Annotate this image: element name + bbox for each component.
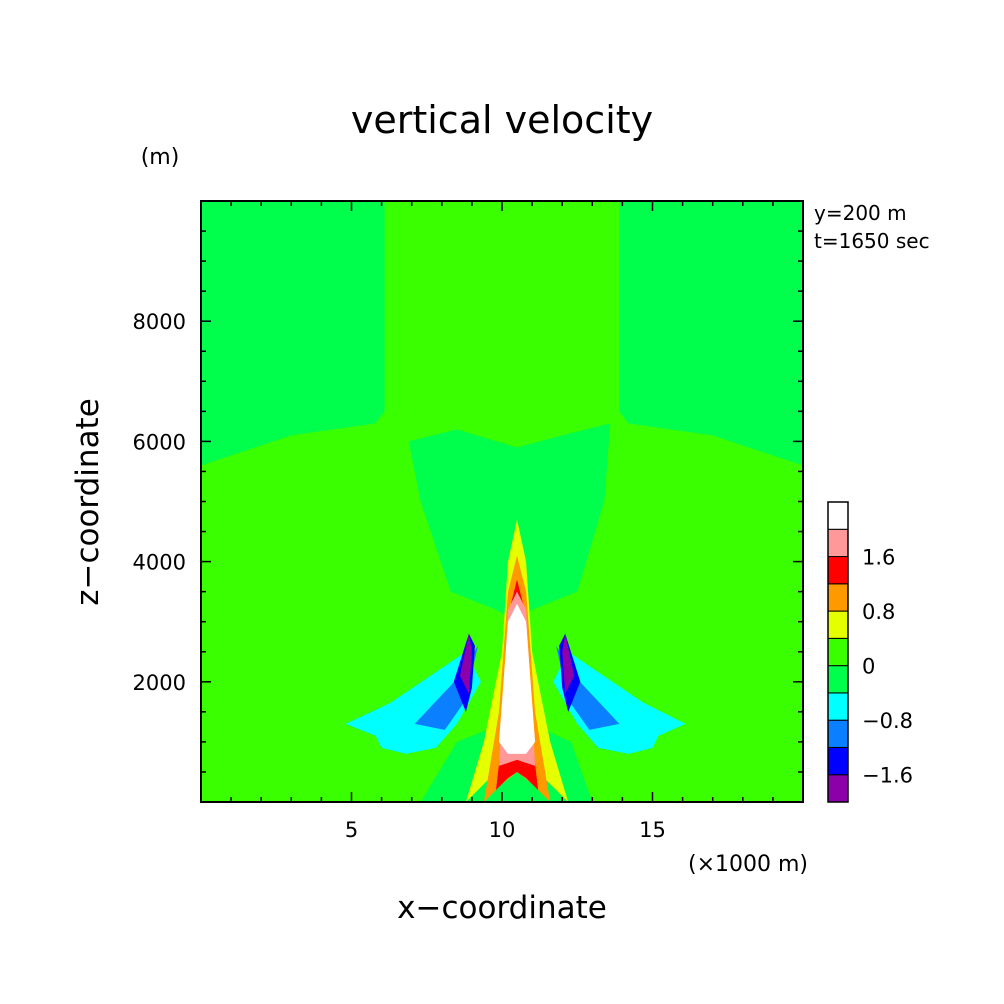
colorbar-swatch bbox=[827, 692, 849, 721]
info-line-t: t=1650 sec bbox=[814, 229, 930, 253]
colorbar-swatch bbox=[827, 501, 849, 530]
y-tick-label: 6000 bbox=[133, 430, 186, 454]
colorbar: 1.6 0.8 0 −0.8 −1.6 bbox=[827, 501, 913, 803]
y-unit-label: (m) bbox=[141, 145, 180, 170]
colorbar-tick-label: 0 bbox=[862, 655, 875, 679]
y-tick-label: 2000 bbox=[133, 671, 186, 695]
colorbar-frame bbox=[827, 501, 849, 803]
x-unit-label: (×1000 m) bbox=[688, 852, 808, 877]
x-axis-ticks bbox=[230, 201, 774, 802]
contour-region bbox=[345, 651, 481, 754]
contour-region bbox=[201, 201, 385, 466]
y-tick-label: 8000 bbox=[133, 310, 186, 334]
contour-region bbox=[562, 633, 575, 694]
x-tick-labels: 5 10 15 bbox=[345, 818, 666, 842]
colorbar-tick-label: −0.8 bbox=[862, 709, 913, 733]
x-tick-label: 15 bbox=[639, 818, 666, 842]
contour-fill bbox=[201, 201, 803, 802]
colorbar-swatch bbox=[827, 774, 849, 803]
contour-region bbox=[553, 651, 686, 754]
y-tick-label: 4000 bbox=[133, 551, 186, 575]
colorbar-swatch bbox=[827, 610, 849, 639]
contour-region bbox=[459, 633, 472, 694]
info-line-y: y=200 m bbox=[814, 201, 907, 225]
y-tick-labels: 2000 4000 6000 8000 bbox=[133, 310, 186, 695]
contour-region bbox=[619, 201, 803, 466]
colorbar-swatch bbox=[827, 583, 849, 612]
colorbar-swatch bbox=[827, 665, 849, 694]
y-axis-ticks bbox=[201, 230, 803, 773]
contour-region bbox=[499, 603, 536, 754]
y-axis-label: z−coordinate bbox=[70, 398, 106, 606]
colorbar-tick-label: −1.6 bbox=[862, 764, 913, 788]
colorbar-swatch bbox=[827, 746, 849, 776]
x-tick-label: 5 bbox=[345, 818, 358, 842]
colorbar-swatch bbox=[827, 556, 849, 585]
chart-title: vertical velocity bbox=[351, 98, 653, 142]
contour-region bbox=[414, 645, 478, 730]
colorbar-tick-label: 1.6 bbox=[862, 546, 895, 570]
colorbar-swatch bbox=[827, 637, 849, 667]
contour-region bbox=[556, 645, 620, 730]
colorbar-swatch bbox=[827, 719, 849, 748]
colorbar-swatch bbox=[827, 528, 849, 558]
x-tick-label: 10 bbox=[489, 818, 516, 842]
contour-region bbox=[408, 423, 611, 622]
x-axis-label: x−coordinate bbox=[397, 890, 607, 926]
colorbar-tick-label: 0.8 bbox=[862, 600, 895, 624]
